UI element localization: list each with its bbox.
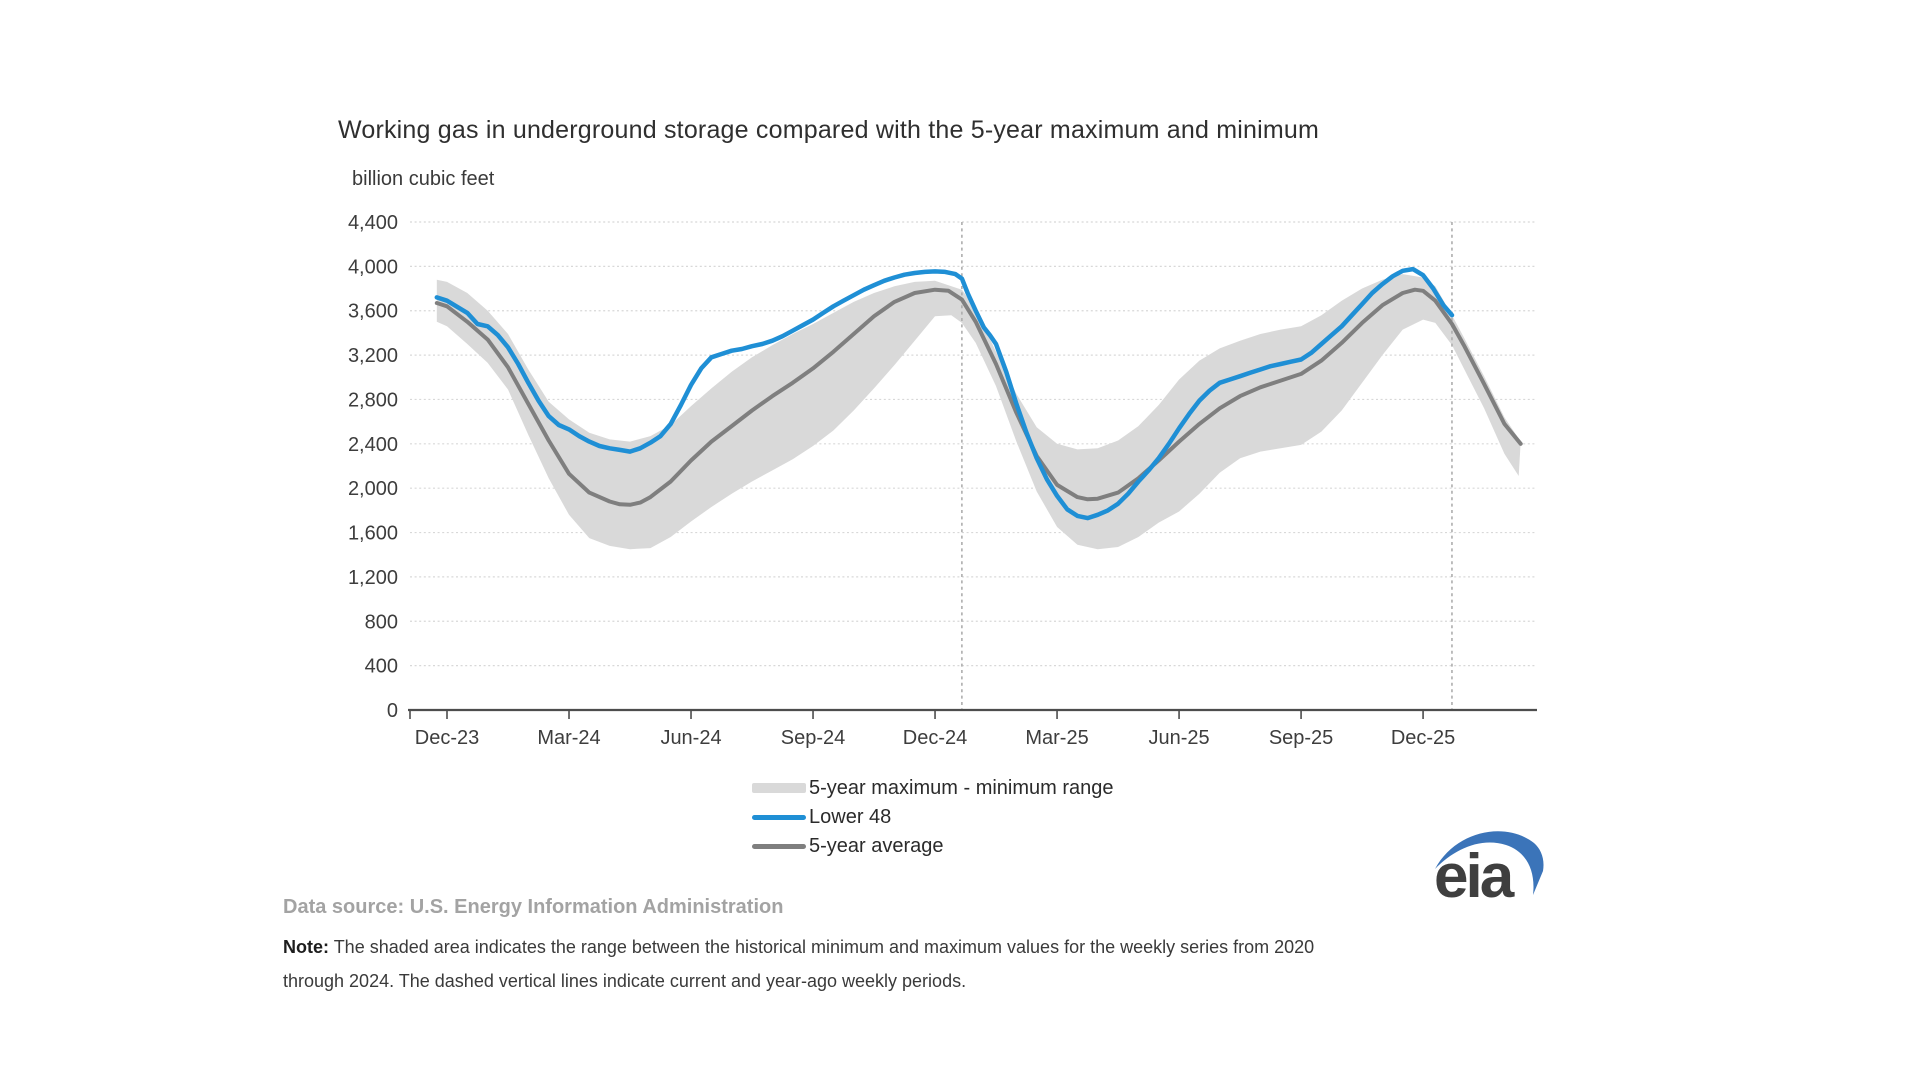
svg-text:4,400: 4,400 bbox=[348, 212, 398, 234]
chart-title: Working gas in underground storage compa… bbox=[338, 116, 1320, 144]
svg-text:2,000: 2,000 bbox=[348, 478, 398, 500]
legend-label-average: 5-year average bbox=[809, 834, 944, 857]
chart-svg: 0 400 800 1,200 1,600 2,000 2,400 2,800 3,200 3,6… bbox=[348, 212, 1537, 749]
svg-text:Sep-25: Sep-25 bbox=[1269, 727, 1334, 749]
data-source-text: U.S. Energy Information Administration bbox=[409, 896, 784, 918]
svg-text:0: 0 bbox=[387, 700, 398, 722]
average-line-swatch-icon bbox=[752, 843, 806, 849]
note-line-2: through 2024. The dashed vertical lines … bbox=[283, 971, 967, 991]
note-line-1: Note: The shaded area indicates the rang… bbox=[283, 930, 1323, 964]
svg-text:Mar-24: Mar-24 bbox=[537, 727, 600, 749]
svg-text:Dec-25: Dec-25 bbox=[1391, 727, 1455, 749]
svg-text:3,600: 3,600 bbox=[348, 301, 398, 323]
legend-label-lower48: Lower 48 bbox=[809, 805, 892, 828]
legend-item-range: 5-year maximum - minimum range bbox=[752, 776, 1114, 799]
svg-text:Jun-25: Jun-25 bbox=[1148, 727, 1209, 749]
eia-logo: eia bbox=[1430, 820, 1545, 920]
note-text-1: The shaded area indicates the range betw… bbox=[333, 937, 1315, 957]
svg-text:1,600: 1,600 bbox=[348, 523, 398, 545]
data-source-label: Data source: bbox=[283, 896, 405, 918]
legend-item-average: 5-year average bbox=[752, 834, 1114, 857]
svg-text:Jun-24: Jun-24 bbox=[660, 727, 721, 749]
eia-swoosh-icon bbox=[1435, 831, 1544, 895]
y-axis-unit-label: billion cubic feet bbox=[352, 168, 495, 190]
svg-text:Sep-24: Sep-24 bbox=[781, 727, 846, 749]
svg-text:400: 400 bbox=[365, 656, 398, 678]
svg-text:Dec-24: Dec-24 bbox=[903, 727, 967, 749]
chart-legend: 5-year maximum - minimum range Lower 48 … bbox=[752, 776, 1114, 857]
svg-text:2,800: 2,800 bbox=[348, 389, 398, 411]
note-label: Note: bbox=[283, 937, 329, 957]
svg-text:2,400: 2,400 bbox=[348, 434, 398, 456]
data-source-line: Data source: U.S. Energy Information Adm… bbox=[283, 896, 783, 919]
svg-text:4,000: 4,000 bbox=[348, 256, 398, 278]
svg-text:1,200: 1,200 bbox=[348, 567, 398, 589]
svg-text:Dec-23: Dec-23 bbox=[415, 727, 479, 749]
svg-text:800: 800 bbox=[365, 611, 398, 633]
legend-label-range: 5-year maximum - minimum range bbox=[809, 776, 1114, 799]
lower48-line-swatch-icon bbox=[752, 814, 806, 820]
note-block: Note: The shaded area indicates the rang… bbox=[283, 930, 1323, 998]
svg-text:Mar-25: Mar-25 bbox=[1025, 727, 1088, 749]
svg-text:3,200: 3,200 bbox=[348, 345, 398, 367]
eia-logo-text: eia bbox=[1434, 842, 1514, 911]
range-band-swatch-icon bbox=[752, 783, 806, 793]
legend-item-lower48: Lower 48 bbox=[752, 805, 1114, 828]
